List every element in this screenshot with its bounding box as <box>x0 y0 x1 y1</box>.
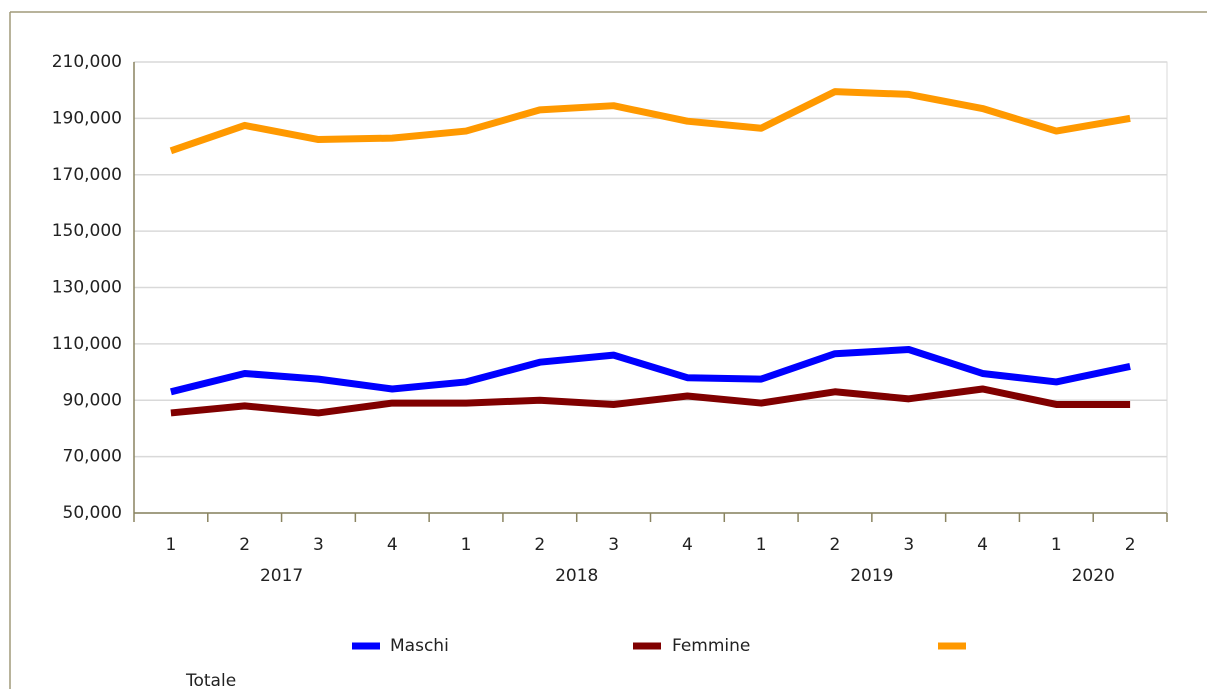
x-tick-label: 4 <box>682 535 693 555</box>
legend-label: Totale <box>185 671 236 689</box>
year-label: 2017 <box>260 566 303 586</box>
y-tick-label: 130,000 <box>52 278 122 298</box>
x-tick-label: 4 <box>387 535 398 555</box>
x-tick-label: 1 <box>165 535 176 555</box>
series-line <box>170 346 1131 396</box>
legend-label: Femmine <box>672 636 750 656</box>
y-tick-label: 210,000 <box>52 52 122 72</box>
legend-label: Maschi <box>390 636 449 656</box>
y-tick-label: 50,000 <box>63 503 122 523</box>
x-tick-label: 1 <box>756 535 767 555</box>
x-tick-label: 1 <box>1051 535 1062 555</box>
series-line <box>169 88 1131 155</box>
y-tick-label: 110,000 <box>52 334 122 354</box>
x-tick-label: 3 <box>608 535 619 555</box>
series-line <box>170 385 1131 417</box>
y-tick-label: 150,000 <box>52 221 122 241</box>
x-tick-label: 2 <box>239 535 250 555</box>
x-tick-label: 2 <box>534 535 545 555</box>
y-tick-label: 70,000 <box>63 447 122 467</box>
y-tick-label: 170,000 <box>52 165 122 185</box>
y-tick-label: 190,000 <box>52 108 122 128</box>
year-label: 2018 <box>555 566 598 586</box>
x-tick-label: 2 <box>1125 535 1136 555</box>
y-tick-label: 90,000 <box>63 390 122 410</box>
x-tick-label: 4 <box>977 535 988 555</box>
x-tick-label: 3 <box>313 535 324 555</box>
x-tick-label: 3 <box>903 535 914 555</box>
year-label: 2020 <box>1072 566 1115 586</box>
x-tick-label: 2 <box>830 535 841 555</box>
year-label: 2019 <box>850 566 893 586</box>
x-tick-label: 1 <box>461 535 472 555</box>
